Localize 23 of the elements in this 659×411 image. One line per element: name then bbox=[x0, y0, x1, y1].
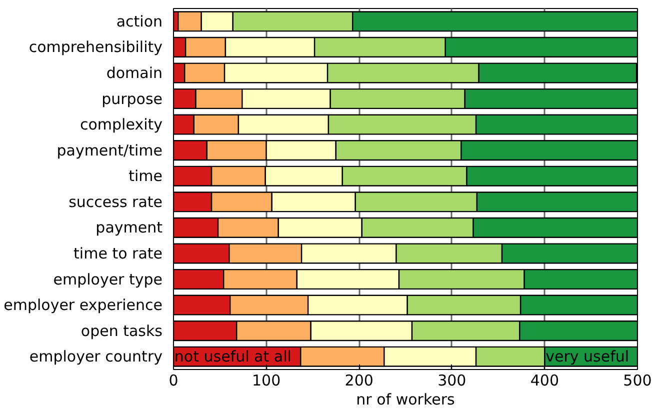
x-tick-label: 0 bbox=[168, 372, 178, 390]
y-tick-label: purpose bbox=[102, 90, 162, 108]
y-tick-label: time to rate bbox=[74, 244, 162, 262]
y-tick-label: employer country bbox=[29, 348, 163, 366]
y-tick-label: payment bbox=[96, 218, 163, 237]
series-label: very useful bbox=[546, 348, 630, 366]
series-label: not useful at all bbox=[174, 348, 292, 366]
x-tick-label: 300 bbox=[438, 372, 466, 390]
y-tick-label: comprehensibility bbox=[28, 38, 163, 56]
x-tick-label: 200 bbox=[344, 372, 374, 390]
y-tick-label: time bbox=[128, 167, 162, 186]
y-tick-label: success rate bbox=[68, 192, 163, 211]
y-tick-label: employer experience bbox=[4, 296, 163, 314]
x-axis-title: nr of workers bbox=[356, 390, 456, 408]
y-tick-label: complexity bbox=[80, 116, 163, 134]
y-tick-label: open tasks bbox=[80, 322, 163, 340]
y-tick-label: domain bbox=[106, 64, 163, 82]
y-tick-label: payment/time bbox=[56, 141, 163, 160]
y-tick-label: action bbox=[116, 12, 162, 30]
x-tick-label: 400 bbox=[530, 372, 560, 390]
x-tick-label: 500 bbox=[623, 372, 652, 390]
x-tick-label: 100 bbox=[252, 372, 281, 390]
y-tick-label: employer type bbox=[53, 270, 163, 288]
